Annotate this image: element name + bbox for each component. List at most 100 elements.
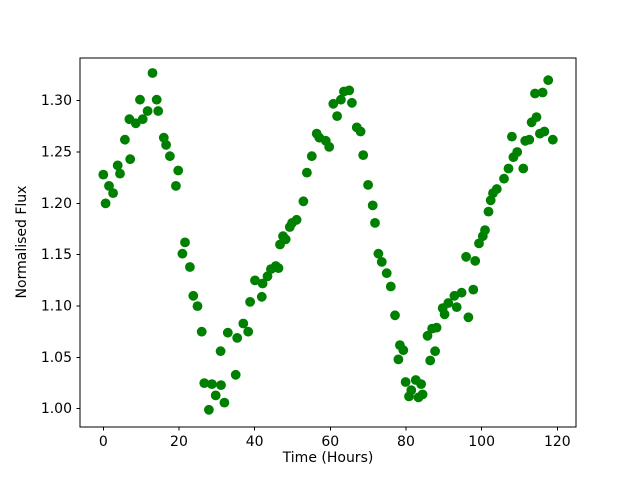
- data-point: [543, 75, 554, 86]
- data-point: [363, 180, 373, 190]
- data-point: [185, 262, 195, 272]
- data-point: [468, 284, 479, 295]
- data-point: [280, 234, 291, 245]
- data-point: [165, 151, 175, 162]
- data-point: [199, 378, 210, 388]
- data-point: [115, 168, 125, 179]
- data-point: [306, 151, 317, 162]
- data-point: [463, 312, 474, 323]
- data-point: [470, 256, 481, 266]
- data-point: [431, 322, 442, 333]
- data-point: [417, 389, 428, 400]
- data-point: [302, 167, 312, 178]
- data-point: [430, 346, 440, 357]
- data-point: [406, 385, 417, 396]
- data-point: [530, 88, 540, 99]
- x-tick-label: 40: [246, 434, 264, 450]
- data-point: [451, 302, 462, 312]
- data-point: [173, 165, 184, 176]
- data-point: [215, 346, 226, 357]
- data-point: [135, 94, 145, 105]
- data-point: [344, 85, 355, 96]
- data-point: [512, 147, 523, 157]
- data-point: [153, 106, 164, 116]
- data-point: [147, 68, 158, 78]
- data-point: [298, 196, 309, 207]
- y-tick-label: 1.05: [41, 350, 72, 366]
- data-point: [385, 281, 396, 292]
- x-tick-label: 60: [321, 434, 339, 450]
- y-tick-label: 1.30: [41, 93, 72, 109]
- data-point: [524, 134, 535, 145]
- data-point: [204, 404, 214, 415]
- y-tick-label: 1.20: [41, 196, 72, 212]
- data-point: [373, 248, 384, 259]
- data-point: [219, 397, 230, 408]
- data-point: [443, 298, 454, 308]
- data-point: [192, 301, 203, 311]
- data-point: [125, 154, 136, 165]
- data-point: [216, 380, 226, 390]
- data-point: [376, 257, 387, 267]
- data-point: [250, 275, 260, 286]
- data-point: [98, 169, 109, 180]
- data-point: [358, 150, 369, 161]
- data-point: [539, 126, 550, 137]
- data-point: [425, 355, 436, 366]
- data-point: [422, 330, 433, 341]
- data-point: [461, 251, 471, 262]
- data-point: [367, 200, 378, 211]
- data-point: [108, 188, 118, 199]
- data-point: [210, 390, 221, 401]
- data-point: [104, 181, 114, 191]
- data-point: [381, 268, 392, 279]
- data-point: [547, 134, 558, 145]
- data-point: [120, 134, 130, 145]
- x-tick-label: 0: [99, 434, 108, 450]
- data-point: [400, 377, 411, 387]
- x-tick-label: 100: [468, 434, 495, 450]
- x-axis-label: Time (Hours): [282, 450, 374, 466]
- data-point: [483, 206, 494, 217]
- y-tick-label: 1.00: [41, 401, 72, 417]
- data-point: [503, 163, 514, 174]
- data-point: [456, 287, 467, 298]
- data-point: [207, 379, 217, 389]
- data-point: [390, 310, 400, 321]
- plot-area-border: [79, 57, 577, 428]
- data-point: [370, 218, 380, 228]
- data-point: [180, 237, 190, 248]
- data-point: [222, 327, 233, 338]
- data-point: [324, 142, 335, 152]
- data-point: [161, 140, 172, 150]
- data-point: [243, 326, 254, 337]
- data-point: [474, 238, 484, 249]
- data-point: [355, 126, 366, 137]
- data-point: [291, 214, 302, 225]
- data-point: [480, 225, 490, 236]
- data-point: [398, 345, 409, 356]
- data-point: [238, 318, 249, 329]
- data-point: [256, 291, 267, 302]
- axes-spines: [79, 57, 577, 428]
- y-axis: 1.00 1.05 1.10 1.15 1.20 1.25 1.30: [41, 93, 80, 417]
- x-axis: 0 20 40 60 80 100 120: [99, 427, 571, 450]
- data-point: [531, 112, 542, 122]
- y-axis-label: Normalised Flux: [14, 186, 30, 299]
- data-point: [232, 333, 243, 343]
- data-point: [336, 94, 346, 105]
- data-point: [196, 326, 207, 337]
- data-point: [499, 173, 509, 184]
- data-point: [439, 309, 450, 320]
- data-point: [273, 263, 284, 273]
- data-point: [491, 184, 502, 194]
- data-point: [257, 278, 268, 289]
- data-point: [347, 97, 357, 108]
- data-point: [416, 379, 426, 389]
- data-point: [245, 297, 256, 307]
- data-point: [188, 290, 199, 301]
- x-tick-label: 80: [397, 434, 415, 450]
- data-point: [171, 181, 181, 191]
